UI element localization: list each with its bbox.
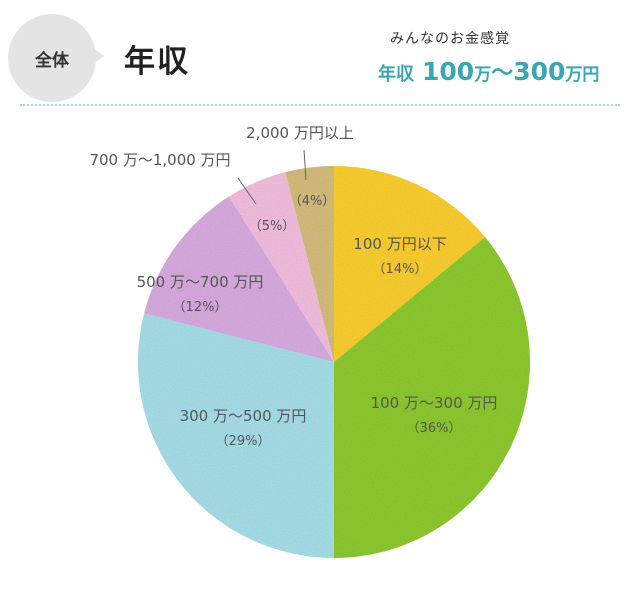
slice-percent-label: （14%） [373, 262, 428, 277]
slice-label: 500 万〜700 万円 [137, 273, 264, 291]
money-sense-value: 年収 100万〜300万円 [378, 55, 599, 87]
pie-slice [334, 166, 486, 362]
money-sense-high: 300 [513, 57, 566, 86]
slice-percent-label: （4%） [289, 194, 336, 209]
money-sense-unit1: 万 [474, 65, 492, 85]
leader-line [237, 177, 257, 205]
slice-percent-label: （12%） [173, 300, 228, 315]
pie-slice [144, 196, 334, 362]
header-divider [20, 104, 620, 106]
pie-slice [334, 237, 531, 558]
slice-percent-label: （5%） [249, 219, 296, 234]
slice-label: 300 万〜500 万円 [180, 407, 307, 425]
leader-line [303, 149, 307, 181]
category-bubble-tail [92, 47, 104, 65]
money-sense-tilde: 〜 [491, 61, 514, 86]
money-sense-prefix: 年収 [378, 64, 414, 85]
money-sense-label: みんなのお金感覚 [390, 31, 510, 47]
slice-label: 100 万円以下 [353, 235, 446, 253]
slice-label: 100 万〜300 万円 [371, 394, 498, 412]
slice-percent-label: （29%） [216, 434, 271, 449]
category-label: 全体 [35, 51, 69, 71]
category-bubble [8, 14, 96, 102]
money-sense-unit2: 万円 [565, 65, 600, 85]
slice-label: 700 万〜1,000 万円 [89, 151, 230, 169]
pie-slice [228, 172, 334, 362]
pie-slice [285, 166, 334, 362]
page-title: 年収 [124, 44, 190, 80]
money-sense-low: 100 [422, 57, 475, 86]
pie-slice [138, 313, 334, 558]
slice-percent-label: （36%） [407, 421, 462, 436]
slice-label: 2,000 万円以上 [246, 124, 354, 142]
